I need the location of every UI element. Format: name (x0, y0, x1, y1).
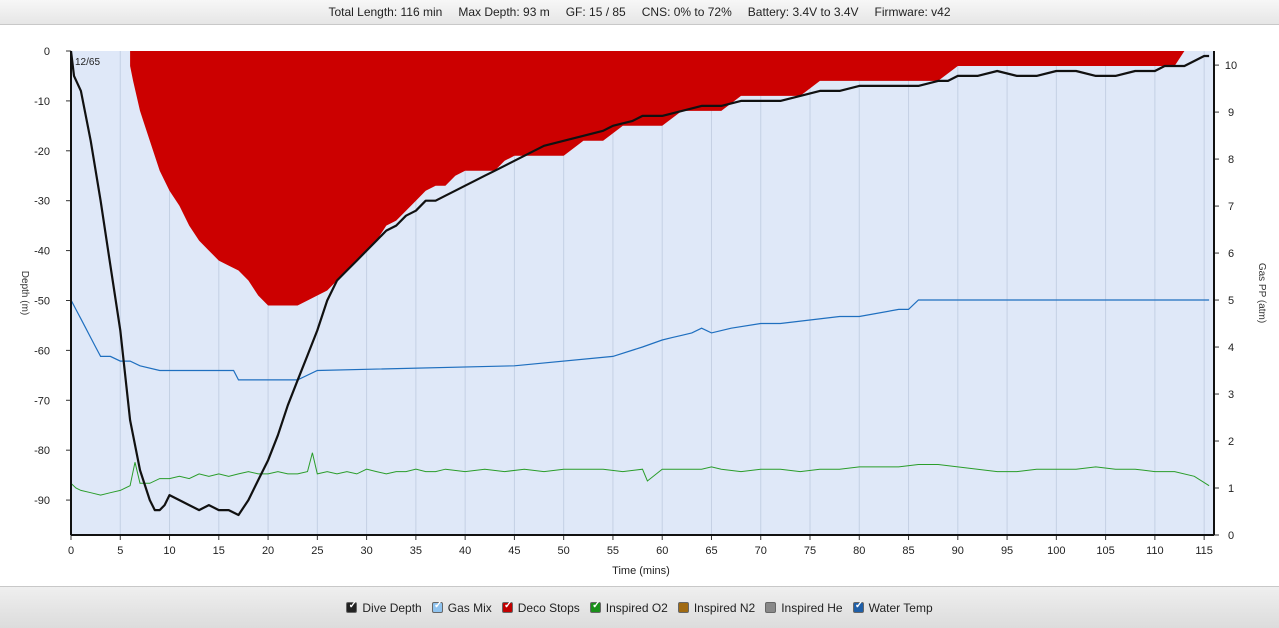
legend-dive-depth[interactable]: ✓ Dive Depth (346, 600, 422, 615)
x-tick-label: 85 (902, 545, 914, 557)
gradient-factors: GF: 15 / 85 (565, 5, 626, 19)
y-tick-label: -80 (34, 445, 50, 457)
y-tick-label: -50 (34, 295, 50, 307)
checkbox-icon[interactable]: ✓ (852, 600, 864, 613)
x-tick-label: 0 (68, 545, 74, 557)
y-tick-label: -60 (34, 345, 50, 357)
y2-axis-label: Gas PP (atm) (1256, 263, 1267, 323)
y-tick-label: -10 (34, 96, 50, 108)
x-tick-label: 110 (1146, 545, 1164, 557)
legend-water-temp[interactable]: ✓ Water Temp (852, 600, 933, 615)
checkbox-icon[interactable]: ✓ (431, 600, 443, 613)
x-tick-label: 30 (360, 545, 372, 557)
water-temp-line (70, 299, 1210, 381)
legend-label: Inspired O2 (605, 600, 668, 615)
dive-summary-bar: Total Length: 116 min Max Depth: 93 m GF… (0, 0, 1279, 25)
y-tick-label: -30 (34, 196, 50, 208)
y2-tick-label: 3 (1228, 389, 1234, 401)
y2-tick-label: 6 (1228, 248, 1234, 260)
x-tick-label: 100 (1047, 545, 1065, 557)
x-tick-label: 40 (459, 545, 471, 557)
y2-tick-label: 8 (1228, 154, 1234, 166)
firmware: Firmware: v42 (874, 5, 951, 19)
dive-profile-chart: 0 5 10 15 20 25 30 35 40 45 50 55 60 65 70 75 80 85 90 95 10… (0, 33, 1279, 583)
checkbox-icon[interactable] (677, 602, 689, 613)
cns: CNS: 0% to 72% (641, 5, 732, 19)
y2-tick-label: 4 (1228, 342, 1234, 354)
legend-label: Inspired N2 (693, 600, 756, 615)
x-tick-label: 75 (804, 545, 816, 557)
y2-tick-label: 10 (1225, 60, 1237, 72)
deco-stops-area (130, 51, 1185, 306)
x-tick-label: 90 (952, 545, 964, 557)
x-tick-label: 95 (1001, 545, 1013, 557)
y2-tick-label: 1 (1228, 483, 1234, 495)
gas-annotation: 12/65 (75, 57, 100, 68)
x-tick-label: 5 (117, 545, 123, 557)
battery: Battery: 3.4V to 3.4V (747, 5, 859, 19)
legend-label: Deco Stops (517, 600, 580, 615)
legend-inspired-he[interactable]: Inspired He (765, 600, 843, 615)
y-tick-label: -40 (34, 246, 50, 258)
x-tick-label: 10 (163, 545, 175, 557)
checkbox-icon[interactable]: ✓ (501, 600, 513, 613)
inspired-o2-line (70, 452, 1210, 496)
checkbox-icon[interactable]: ✓ (346, 600, 358, 613)
x-tick-label: 45 (508, 545, 520, 557)
chart-svg: 0 5 10 15 20 25 30 35 40 45 50 55 60 65 70 75 80 85 90 95 10… (19, 46, 1267, 577)
x-tick-label: 60 (656, 545, 668, 557)
x-tick-label: 80 (853, 545, 865, 557)
checkbox-icon[interactable]: ✓ (589, 600, 601, 613)
total-length: Total Length: 116 min (328, 5, 443, 19)
y2-tick-label: 5 (1228, 295, 1234, 307)
legend-label: Inspired He (781, 600, 843, 615)
y2-tick-label: 0 (1228, 530, 1234, 542)
legend-gas-mix[interactable]: ✓ Gas Mix (431, 600, 492, 615)
x-tick-label: 15 (213, 545, 225, 557)
x-tick-label: 115 (1195, 545, 1213, 557)
x-tick-label: 25 (311, 545, 323, 557)
y2-tick-label: 7 (1228, 201, 1234, 213)
x-tick-label: 105 (1096, 545, 1114, 557)
x-tick-label: 50 (558, 545, 570, 557)
x-tick-label: 65 (705, 545, 717, 557)
y-axis-label: Depth (m) (19, 271, 30, 315)
legend-inspired-o2[interactable]: ✓ Inspired O2 (589, 600, 668, 615)
x-tick-label: 55 (607, 545, 619, 557)
y-tick-label: 0 (44, 46, 50, 58)
dive-depth-line (69, 50, 1210, 517)
x-axis-label: Time (mins) (612, 565, 670, 577)
x-tick-label: 35 (410, 545, 422, 557)
y-tick-label: -90 (34, 495, 50, 507)
x-tick-label: 70 (755, 545, 767, 557)
legend-deco-stops[interactable]: ✓ Deco Stops (501, 600, 580, 615)
legend-label: Dive Depth (362, 600, 422, 615)
checkbox-icon[interactable] (765, 602, 777, 613)
legend: ✓ Dive Depth ✓ Gas Mix ✓ Deco Stops ✓ In… (0, 586, 1279, 628)
legend-inspired-n2[interactable]: Inspired N2 (677, 600, 756, 615)
max-depth: Max Depth: 93 m (458, 5, 550, 19)
y-tick-label: -70 (34, 395, 50, 407)
legend-label: Water Temp (868, 600, 933, 615)
y-tick-label: -20 (34, 146, 50, 158)
x-tick-label: 20 (262, 545, 274, 557)
y2-tick-label: 2 (1228, 436, 1234, 448)
legend-label: Gas Mix (447, 600, 492, 615)
y2-tick-label: 9 (1228, 107, 1234, 119)
